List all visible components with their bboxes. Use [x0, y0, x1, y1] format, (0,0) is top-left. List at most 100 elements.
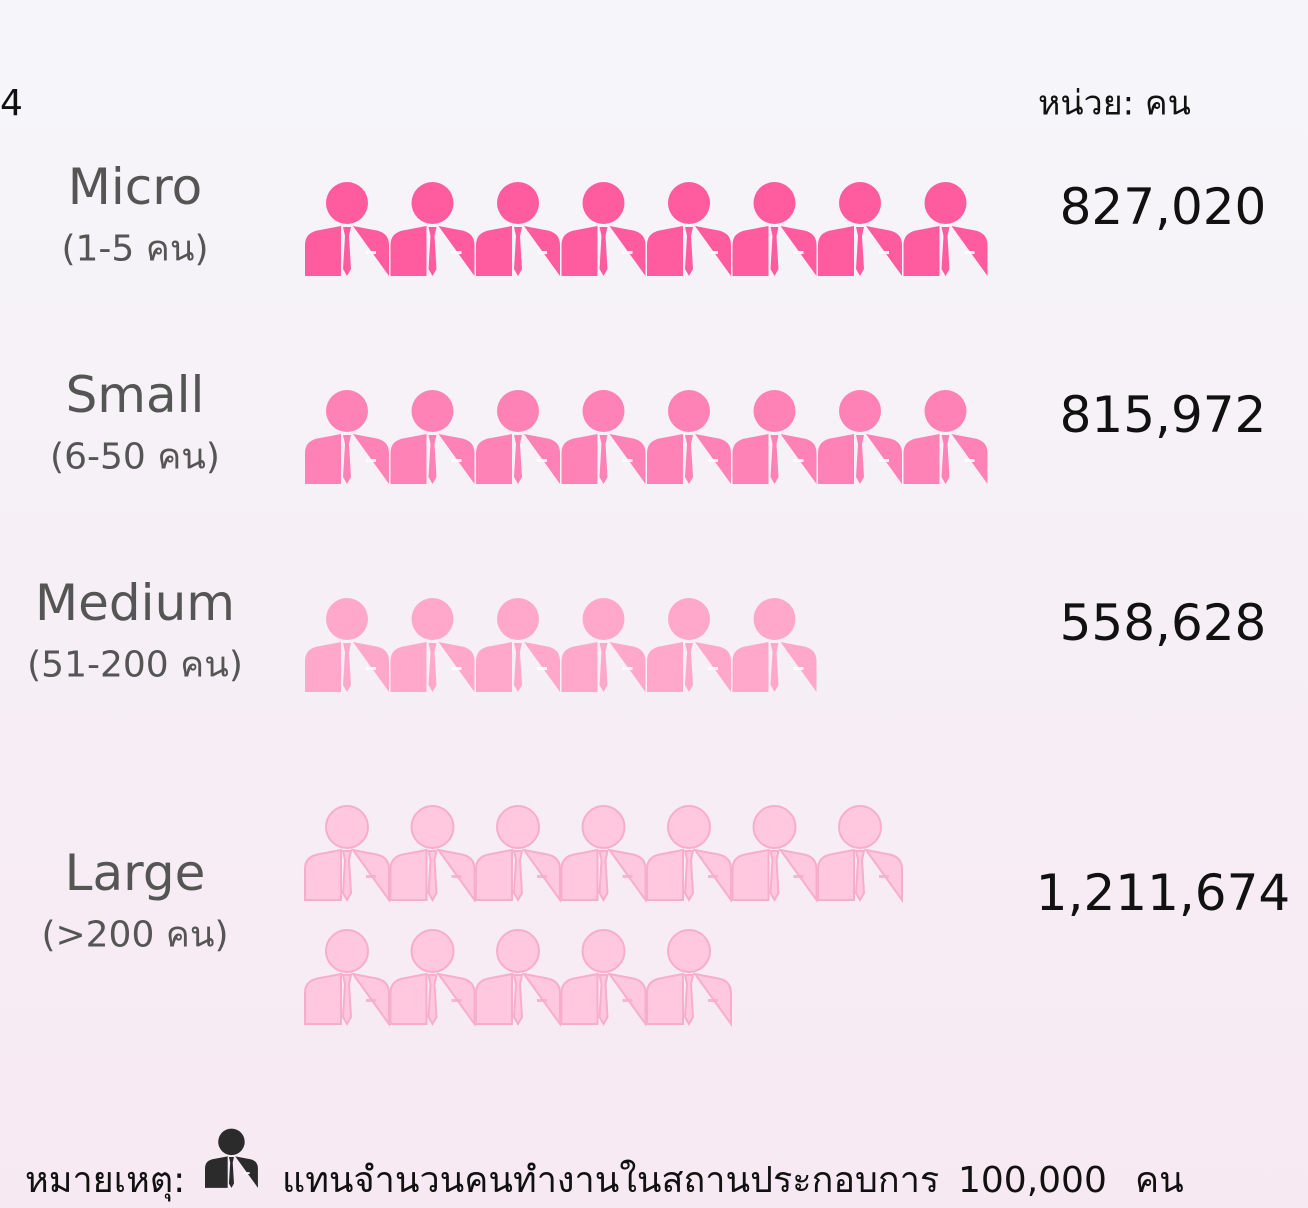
icon-body-left [732, 642, 769, 692]
note-prefix: หมายเหตุ: [25, 1160, 185, 1202]
person-icon [561, 182, 646, 276]
icon-tie [854, 850, 866, 903]
person-icon [476, 390, 560, 484]
person-icon [646, 805, 732, 904]
category-sublabel: (6-50 คน) [50, 437, 220, 478]
icon-head [668, 390, 710, 432]
icon-head [839, 182, 881, 224]
icon-body-left [561, 642, 598, 692]
icon-tie [343, 435, 351, 484]
icon-body-left [305, 434, 341, 484]
icon-body-left [476, 226, 512, 276]
icon-head [667, 929, 711, 973]
icon-pocket [622, 459, 633, 462]
person-icon [561, 598, 646, 692]
icon-tie [514, 643, 522, 692]
icon-body-left [903, 434, 940, 484]
icon-body-left [647, 226, 683, 276]
icon-pocket [708, 875, 718, 878]
icon-pocket [879, 459, 889, 462]
icon-pocket [451, 875, 462, 878]
icon-tie [856, 435, 864, 484]
icon-body-left [646, 972, 684, 1025]
icon-pocket [793, 459, 804, 462]
icon-head [582, 598, 625, 640]
person-icon [390, 390, 475, 484]
person-icon [561, 390, 646, 484]
icon-head [753, 390, 796, 432]
icon-head [496, 805, 540, 849]
icon-body-left [732, 226, 769, 276]
person-icon [903, 390, 988, 484]
person-icon [304, 805, 390, 904]
icon-pocket [537, 875, 547, 878]
icon-tie [341, 974, 353, 1027]
icon-pocket [879, 251, 889, 254]
icon-body-left [731, 848, 770, 901]
icon-body-left [390, 434, 427, 484]
icon-head [410, 805, 455, 849]
icon-body-left [647, 434, 683, 484]
icon-body-left [390, 226, 427, 276]
icon-body-left [304, 972, 342, 1025]
person-icon [476, 182, 560, 276]
icon-pocket [964, 251, 975, 254]
value-label: 1,211,674 [1036, 864, 1290, 922]
icon-tie [599, 227, 608, 276]
icon-pocket [537, 999, 547, 1002]
person-icon [389, 805, 476, 904]
icon-head [838, 805, 882, 849]
value-label: 558,628 [1060, 594, 1267, 652]
icon-tie [770, 435, 779, 484]
icon-tie [941, 435, 950, 484]
icon-body-left [205, 1156, 228, 1188]
icon-tie [512, 974, 524, 1027]
category-label: Small [66, 366, 205, 424]
person-icon [732, 182, 817, 276]
icon-tie [683, 850, 695, 903]
icon-head [924, 182, 967, 224]
icon-head [753, 598, 796, 640]
icon-body-left [647, 642, 683, 692]
icon-tie [599, 435, 608, 484]
person-icon [647, 598, 731, 692]
icon-pocket [622, 251, 633, 254]
icon-head [667, 805, 711, 849]
person-icon [305, 182, 389, 276]
icon-tie [428, 227, 437, 276]
icon-tie [685, 435, 693, 484]
category-label: Micro [68, 158, 203, 216]
icon-tie [343, 643, 351, 692]
icon-tie [941, 227, 950, 276]
unit-caption: หน่วย: คน [1038, 84, 1191, 124]
icon-tie [428, 643, 437, 692]
icon-head [410, 929, 455, 973]
person-icon [817, 805, 903, 904]
icon-pocket [451, 999, 462, 1002]
icon-body-right [235, 1156, 258, 1188]
heading: 4 [0, 83, 23, 124]
icon-pocket [537, 667, 547, 670]
icon-head [582, 390, 625, 432]
icon-body-left [560, 848, 599, 901]
category-label: Large [65, 844, 206, 902]
icon-body-left [560, 972, 599, 1025]
icon-body-left [818, 434, 854, 484]
icon-pocket [708, 459, 718, 462]
icon-pocket [451, 459, 462, 462]
icon-head [411, 598, 454, 640]
icon-tie [598, 974, 609, 1027]
icon-body-left [817, 848, 855, 901]
icon-head [924, 390, 967, 432]
icon-tie [428, 435, 437, 484]
icon-tie [512, 850, 524, 903]
person-icon [390, 598, 475, 692]
icon-pocket [451, 667, 462, 670]
category-sublabel: (1-5 คน) [61, 229, 208, 270]
person-icon [305, 598, 389, 692]
icon-head [218, 1128, 245, 1156]
note-suffix: คน [1135, 1160, 1184, 1201]
icon-pocket [537, 459, 547, 462]
